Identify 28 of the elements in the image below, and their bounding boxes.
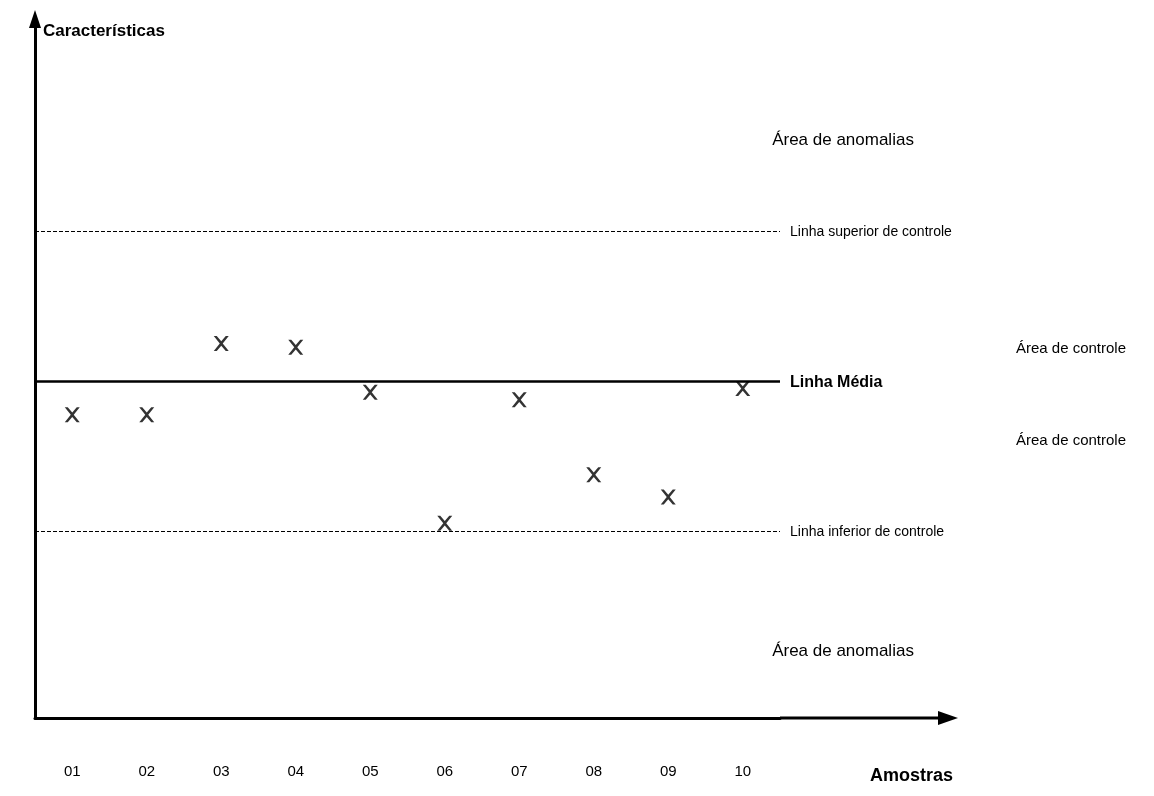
x-tick-label: 07: [510, 762, 528, 779]
text: Área de controle: [1015, 430, 1127, 448]
x-tick-label: 02: [138, 762, 156, 779]
text: Características: [43, 20, 165, 40]
x-tick-label: 05: [361, 762, 379, 779]
x-tick-label: 03: [212, 762, 230, 779]
point: [586, 467, 602, 483]
annotation: Área de anomalias: [772, 640, 914, 660]
ref-line-label: Linha inferior de controle: [790, 522, 945, 539]
x-tick-label: 10: [734, 762, 752, 779]
text: Área de anomalias: [772, 129, 914, 149]
point: [139, 407, 155, 423]
ref-line-label: Linha superior de controle: [790, 223, 953, 240]
x-tick-label: 09: [659, 762, 677, 779]
point: [213, 336, 229, 352]
x-tick-label: 06: [436, 762, 454, 779]
x-tick-label: 01: [63, 762, 81, 779]
x-tick-label: 08: [585, 762, 603, 779]
point: [362, 384, 378, 400]
point: [437, 515, 453, 531]
point: [511, 392, 527, 408]
x-tick-label: 04: [287, 762, 305, 779]
point: [288, 339, 304, 355]
x-axis-title: Amostras: [870, 765, 954, 785]
ref-line-label: Linha Média: [790, 372, 883, 390]
point: [64, 407, 80, 423]
text: Área de controle: [1015, 338, 1127, 356]
point: [660, 489, 676, 505]
